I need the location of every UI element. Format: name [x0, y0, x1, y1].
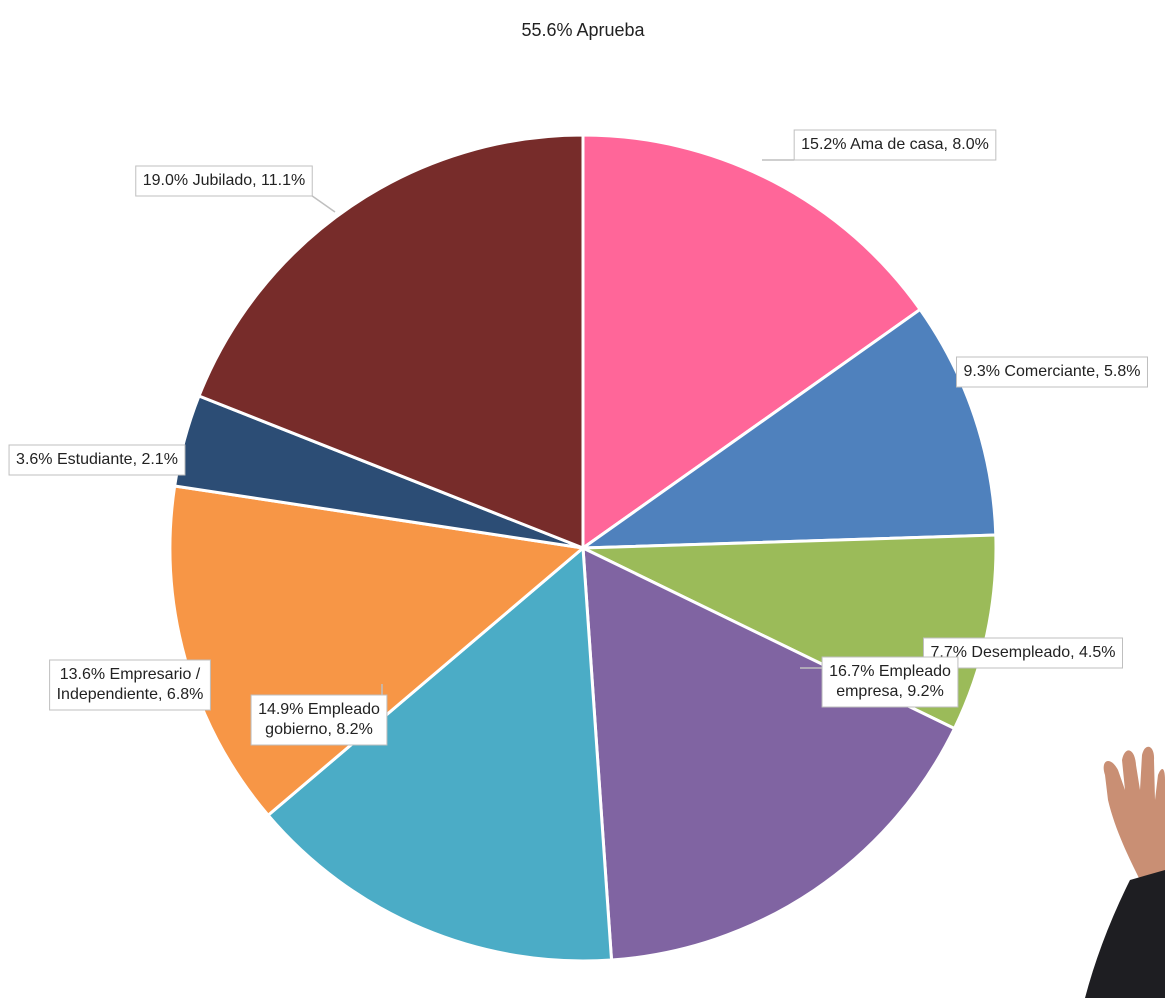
label-box — [49, 659, 211, 711]
label-box — [135, 165, 313, 197]
data-label: 3.6% Estudiante, 2.1% — [8, 444, 186, 476]
data-label-text: Independiente, 6.8% — [57, 686, 204, 703]
pie-slice — [581, 133, 923, 551]
data-label-text: 16.7% Empleado — [829, 663, 951, 680]
data-label: 19.0% Jubilado, 11.1% — [135, 165, 313, 197]
pie-slice — [578, 307, 998, 550]
data-label: 15.2% Ama de casa, 8.0% — [793, 129, 997, 161]
leader-line — [311, 195, 336, 213]
data-label-text: empresa, 9.2% — [836, 683, 944, 700]
data-label: 13.6% Empresario / Independiente, 6.8% — [49, 659, 211, 711]
pie-slice — [197, 133, 585, 551]
data-label: 16.7% Empleado empresa, 9.2% — [821, 656, 959, 708]
data-label: 7.7% Desempleado, 4.5% — [923, 637, 1123, 669]
label-box — [793, 129, 997, 161]
photo — [1085, 746, 1165, 998]
label-box — [8, 444, 186, 476]
data-label-text: 3.6% Estudiante, 2.1% — [16, 451, 178, 468]
data-label-text: 13.6% Empresario / — [60, 666, 201, 683]
label-box — [956, 356, 1148, 388]
data-label: 9.3% Comerciante, 5.8% — [956, 356, 1148, 388]
data-label-text: 7.7% Desempleado, 4.5% — [931, 644, 1116, 661]
data-label: 14.9% Empleado gobierno, 8.2% — [250, 694, 388, 746]
data-label-text: 9.3% Comerciante, 5.8% — [964, 363, 1141, 380]
chart-title: 55.6% Aprueba — [521, 20, 645, 40]
pie-slice — [265, 544, 614, 963]
label-box — [821, 656, 959, 708]
pie-slice — [581, 545, 957, 962]
data-label-text: 14.9% Empleado — [258, 701, 380, 718]
data-label-text: 15.2% Ama de casa, 8.0% — [801, 136, 989, 153]
label-box — [250, 694, 388, 746]
data-label-text: 19.0% Jubilado, 11.1% — [143, 172, 305, 189]
data-label-text: gobierno, 8.2% — [265, 721, 373, 738]
